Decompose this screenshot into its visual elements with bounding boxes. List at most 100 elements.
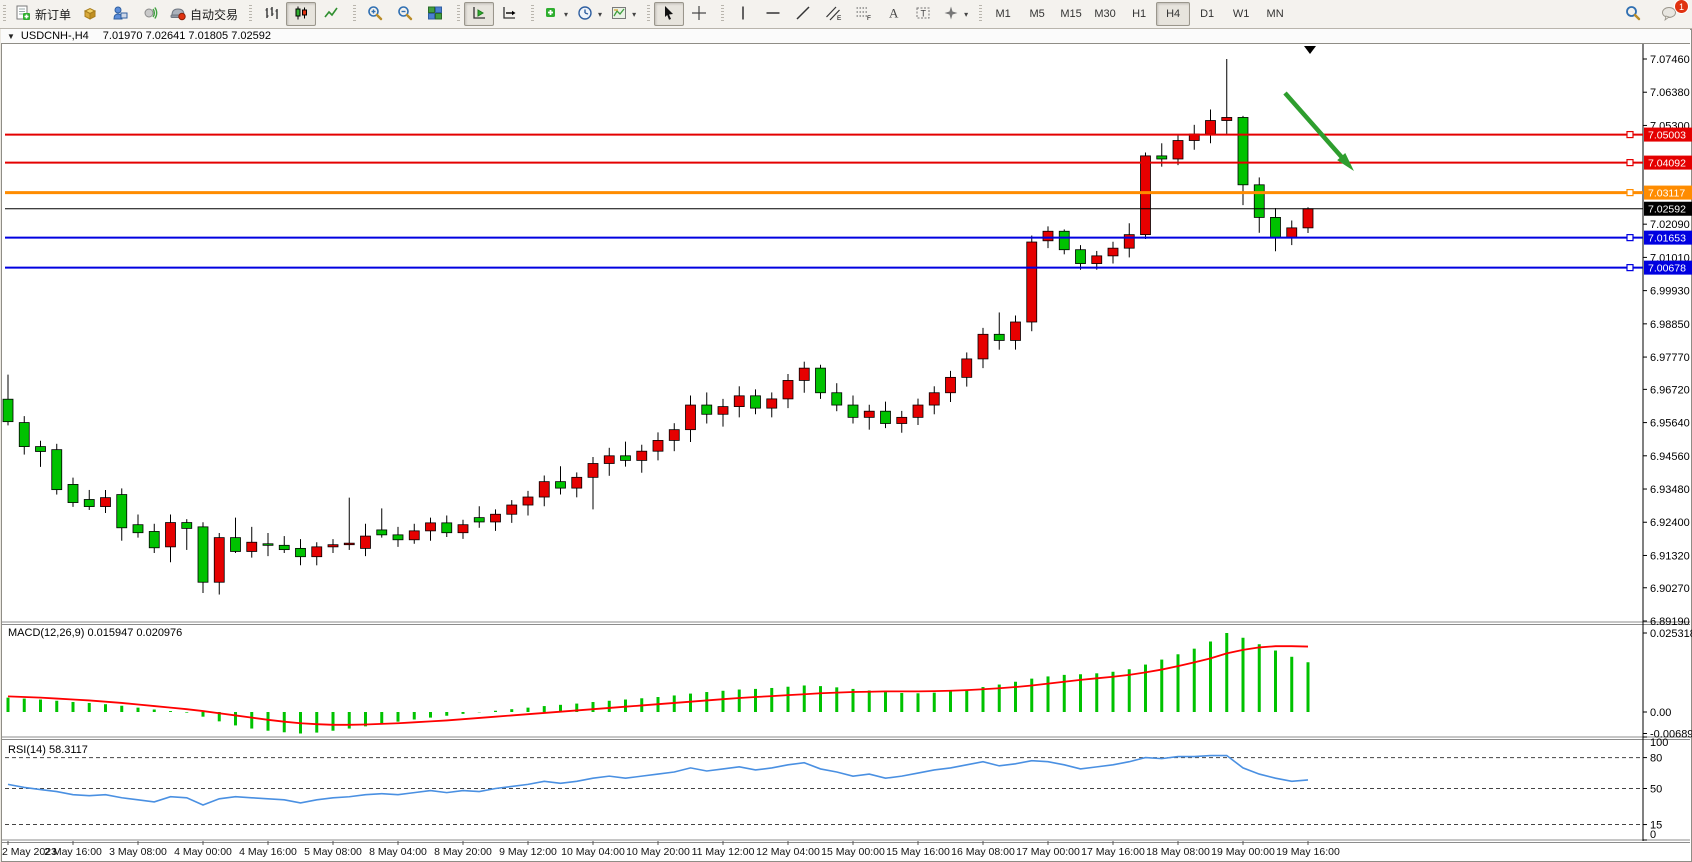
line-chart-mode-button[interactable]	[316, 2, 346, 26]
macd-signal-line	[7, 645, 1309, 726]
candle-body	[538, 481, 550, 498]
candle-body	[912, 404, 924, 418]
candle-body	[457, 524, 469, 534]
arrows-tool-button[interactable]: ▾	[938, 2, 972, 26]
clock-icon	[576, 4, 594, 25]
dropdown-caret-icon[interactable]: ▾	[964, 9, 969, 19]
price-label-box	[1644, 127, 1692, 142]
candle-body	[1091, 255, 1103, 264]
rsi-axis-label: 0	[1650, 829, 1656, 841]
chart-shift-marker[interactable]	[1304, 46, 1316, 54]
data-window-button[interactable]	[75, 2, 105, 26]
periods-button[interactable]: ▾	[572, 2, 606, 26]
add-indicator-button[interactable]: ▾	[538, 2, 572, 26]
candle-body	[311, 546, 323, 558]
horizontal-line-tool-button[interactable]	[758, 2, 788, 26]
time-axis-label: 8 May 04:00	[369, 846, 427, 858]
market-sound-button[interactable]	[135, 2, 165, 26]
templates-button[interactable]: ▾	[606, 2, 640, 26]
dropdown-caret-icon[interactable]: ▾	[598, 9, 603, 19]
auto-scroll-button[interactable]	[464, 2, 495, 26]
tile-windows-button[interactable]	[420, 2, 450, 26]
macd-axis-label: 0.00	[1650, 707, 1671, 719]
channel-icon: E	[824, 4, 842, 25]
rsi-indicator-label: RSI(14) 58.3117	[8, 744, 88, 756]
price-tick-label: 6.93480	[1650, 484, 1690, 496]
svg-text:E: E	[837, 15, 842, 22]
timeframe-m15-button[interactable]: M15	[1060, 8, 1082, 20]
dropdown-caret-icon[interactable]: ▾	[632, 9, 637, 19]
timeframe-m5-button[interactable]: M5	[1029, 8, 1045, 20]
fibo-icon: F	[854, 4, 872, 25]
zoom-in-button[interactable]	[360, 2, 390, 26]
chart-symbol-timeframe: USDCNH-,H4	[20, 30, 89, 42]
arrow-annotation[interactable]	[1283, 91, 1348, 164]
dropdown-caret-icon[interactable]: ▾	[564, 9, 569, 19]
chart-shift-button[interactable]	[494, 2, 524, 26]
timeframe-m30-button[interactable]: M30	[1094, 8, 1116, 20]
autotrading-button[interactable]: 自动交易	[165, 2, 242, 26]
autotrading-label: 自动交易	[190, 7, 239, 22]
line-handle[interactable]	[1626, 130, 1634, 139]
candle-body	[961, 358, 973, 378]
fibonacci-tool-button[interactable]: F	[848, 2, 878, 26]
chartshift-icon	[500, 4, 518, 25]
chevron-down-icon[interactable]: ▼	[7, 31, 15, 41]
timeframe-h4-button[interactable]: H4	[1156, 2, 1191, 26]
line-price-label: 7.04092	[1648, 158, 1686, 170]
autotrade-icon	[169, 4, 187, 25]
text-tool-button[interactable]: A	[878, 2, 908, 26]
candle-body	[766, 398, 778, 409]
bar-chart-mode-button[interactable]	[256, 2, 286, 26]
new-order-button[interactable]: 新订单	[10, 2, 75, 26]
chart-ohlc-values: 7.01970 7.02641 7.01805 7.02592	[102, 30, 271, 42]
tline-icon	[794, 4, 812, 25]
toolbar-group	[246, 0, 350, 28]
cursor-tool-button[interactable]	[654, 2, 685, 26]
textA-icon: A	[884, 4, 902, 25]
zoom-out-button[interactable]	[390, 2, 420, 26]
timeframe-m1-button[interactable]: M1	[995, 8, 1011, 20]
time-axis-label: 9 May 12:00	[499, 846, 557, 858]
timeframe-mn-button[interactable]: MN	[1266, 8, 1284, 20]
time-axis-label: 4 May 16:00	[239, 846, 297, 858]
candle-body	[2, 398, 14, 423]
text-label-tool-button[interactable]: T	[908, 2, 938, 26]
tile-icon	[426, 4, 444, 25]
gold-cube-icon	[81, 4, 99, 25]
time-axis-label: 4 May 00:00	[174, 846, 232, 858]
trendline-tool-button[interactable]	[788, 2, 818, 26]
linechart-icon	[322, 4, 340, 25]
line-handle[interactable]	[1626, 234, 1634, 242]
search-button[interactable]	[1618, 2, 1648, 26]
notifications-button[interactable]: 1	[1654, 0, 1689, 26]
channel-tool-button[interactable]: E	[818, 2, 848, 26]
time-axis-label: 10 May 20:00	[626, 846, 690, 858]
line-handle[interactable]	[1626, 188, 1634, 197]
time-axis-label: 17 May 00:00	[1016, 846, 1080, 858]
addind-icon	[542, 4, 560, 25]
line-handle[interactable]	[1626, 264, 1634, 272]
time-axis-label: 15 May 00:00	[821, 846, 885, 858]
candle-body	[1010, 321, 1021, 341]
price-tick-label: 7.07460	[1650, 54, 1690, 66]
new-order-label: 新订单	[35, 7, 72, 22]
candle-body	[490, 513, 501, 523]
candle-body	[441, 522, 453, 534]
candle-body	[603, 455, 615, 464]
candle-body	[636, 450, 648, 461]
timeframe-d1-button[interactable]: D1	[1200, 8, 1215, 20]
timeframe-w1-button[interactable]: W1	[1232, 8, 1250, 20]
line-handle[interactable]	[1626, 158, 1634, 167]
crosshair-tool-button[interactable]	[684, 2, 714, 26]
timeframe-h1-button[interactable]: H1	[1132, 8, 1147, 20]
candle-chart-mode-button[interactable]	[286, 2, 317, 26]
labelT-icon: T	[914, 4, 932, 25]
metaeditor-button[interactable]	[105, 2, 135, 26]
vertical-line-tool-button[interactable]	[728, 2, 758, 26]
time-axis-label: 10 May 04:00	[561, 846, 625, 858]
candle-body	[1172, 140, 1184, 160]
time-axis-label: 19 May 00:00	[1211, 846, 1275, 858]
arrow-annotation-head[interactable]	[1337, 153, 1354, 171]
candle-body	[165, 522, 176, 548]
